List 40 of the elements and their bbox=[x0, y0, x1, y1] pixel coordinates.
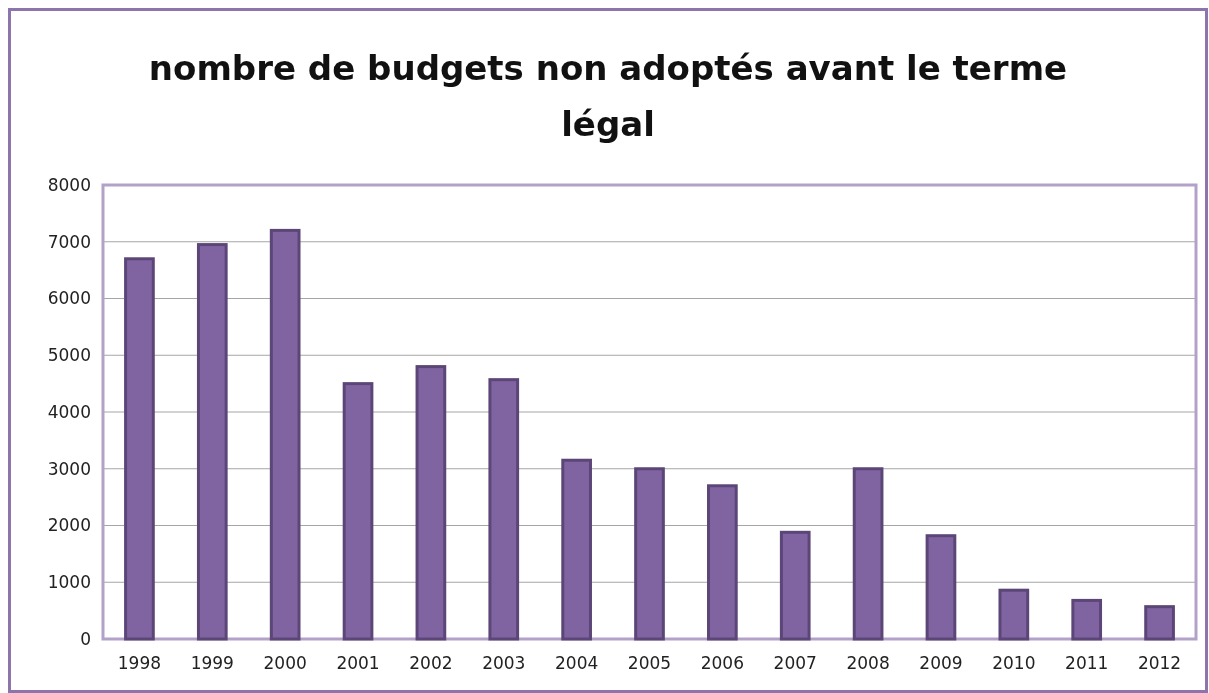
x-tick-label: 2006 bbox=[700, 653, 744, 673]
bar bbox=[634, 467, 665, 641]
y-tick-label: 8000 bbox=[47, 174, 91, 195]
y-tick-label: 3000 bbox=[47, 458, 91, 479]
x-tick-label: 2007 bbox=[773, 653, 817, 673]
x-tick-label: 2011 bbox=[1065, 653, 1109, 673]
x-tick-label: 2000 bbox=[263, 653, 307, 673]
x-tick-label: 1998 bbox=[117, 653, 162, 673]
y-tick-label: 7000 bbox=[47, 231, 91, 252]
bar bbox=[196, 243, 228, 641]
bar bbox=[342, 382, 374, 641]
x-tick-label: 2005 bbox=[627, 653, 672, 673]
x-tick-label: 2001 bbox=[336, 653, 380, 673]
bar bbox=[925, 534, 957, 641]
x-tick-label: 2003 bbox=[482, 653, 526, 673]
x-tick-label: 2004 bbox=[555, 653, 599, 673]
y-tick-label: 2000 bbox=[47, 515, 91, 536]
x-tick-label: 2012 bbox=[1137, 653, 1182, 673]
bar bbox=[124, 257, 155, 641]
bar bbox=[779, 530, 811, 641]
bar bbox=[1071, 598, 1103, 641]
bar bbox=[269, 228, 301, 641]
y-tick-label: 6000 bbox=[47, 288, 91, 309]
bar bbox=[707, 484, 738, 641]
bar bbox=[998, 588, 1030, 641]
y-tick-label: 0 bbox=[80, 628, 91, 649]
bar bbox=[1144, 605, 1175, 641]
x-tick-label: 1999 bbox=[190, 653, 234, 673]
y-tick-label: 1000 bbox=[47, 572, 91, 593]
y-tick-label: 4000 bbox=[47, 401, 91, 422]
bar bbox=[852, 467, 884, 641]
chart-title: nombre de budgets non adoptés avant le terme légal bbox=[148, 48, 1068, 144]
x-tick-label: 2009 bbox=[919, 653, 963, 673]
y-tick-label: 5000 bbox=[47, 345, 91, 366]
bar bbox=[561, 458, 592, 641]
x-tick-label: 2010 bbox=[992, 653, 1036, 673]
bar bbox=[488, 378, 520, 641]
x-tick-label: 2002 bbox=[409, 653, 453, 673]
x-tick-label: 2008 bbox=[846, 653, 890, 673]
bar bbox=[415, 365, 447, 641]
